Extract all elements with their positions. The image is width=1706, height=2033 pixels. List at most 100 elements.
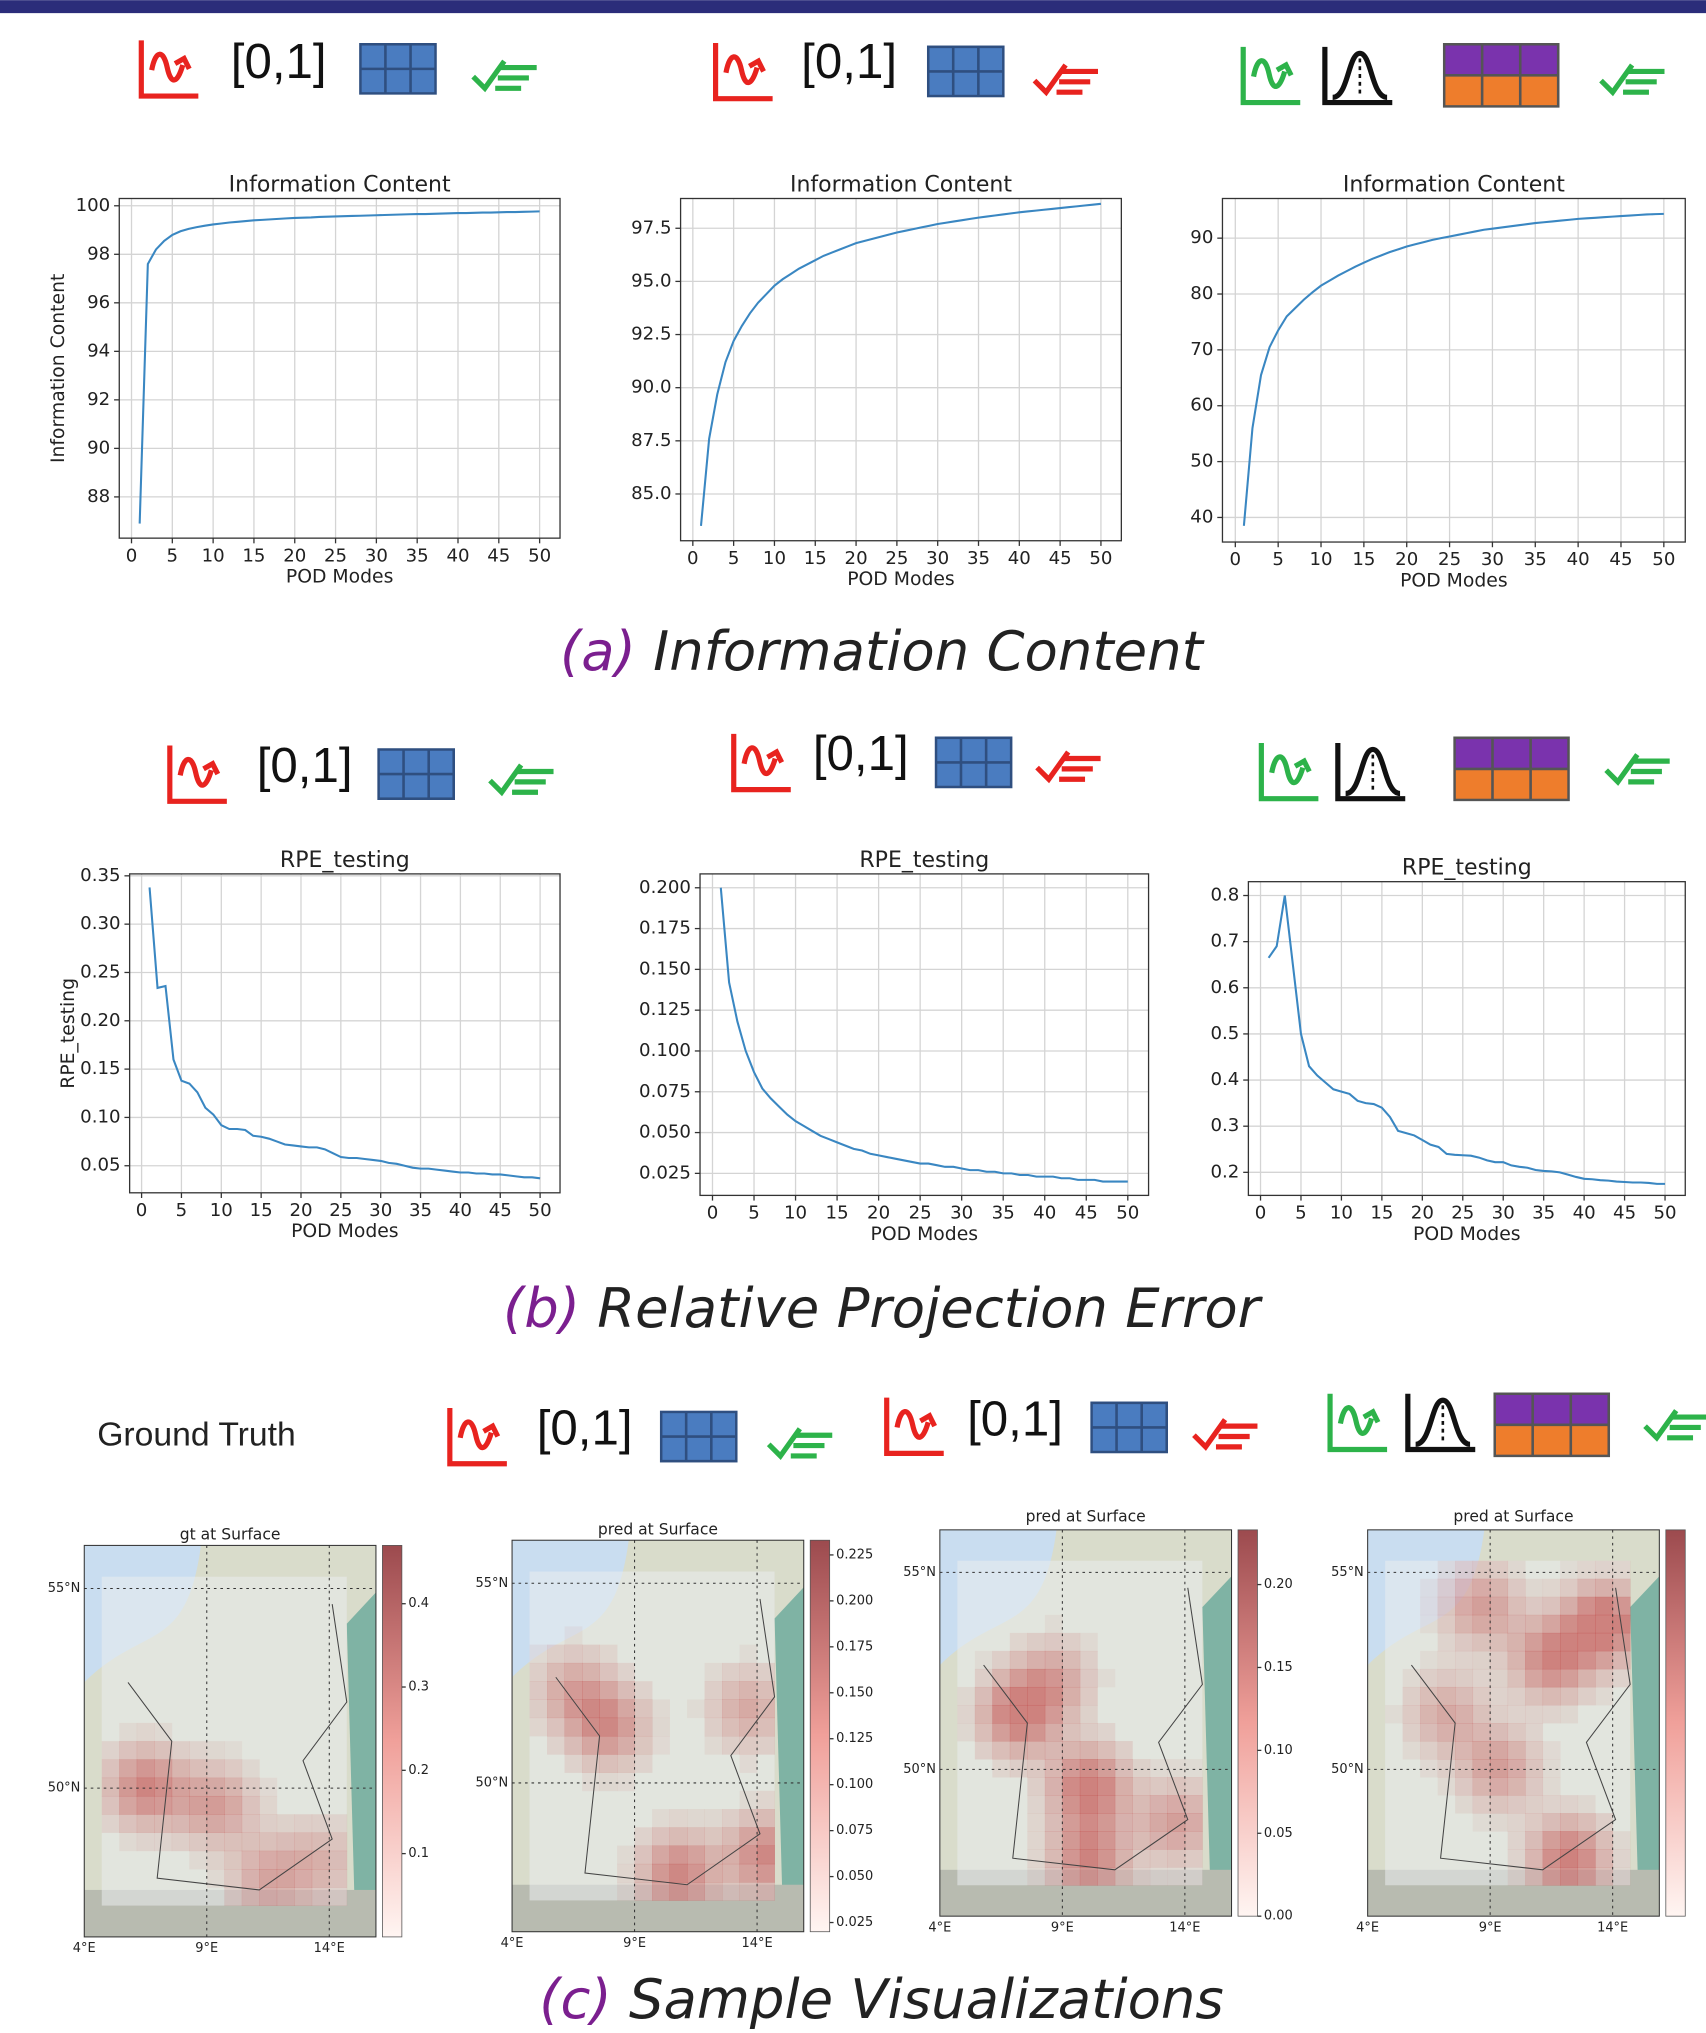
map-cell — [242, 1851, 260, 1870]
y-tick-label: 0.20 — [80, 1010, 120, 1031]
map-cell — [635, 1827, 653, 1846]
y-tick-label: 92 — [87, 389, 110, 410]
caption-text: Relative Projection Error — [597, 1276, 1263, 1340]
y-tick-label: 87.5 — [631, 430, 671, 451]
y-tick-label: 92.5 — [631, 324, 671, 345]
x-tick-label: 5 — [1295, 1203, 1307, 1224]
x-tick-label: 50 — [529, 1200, 552, 1221]
map-cell — [1455, 1759, 1473, 1777]
map-cell — [1508, 1597, 1526, 1615]
range-label: [0,1] — [967, 1391, 1063, 1446]
map-cell — [740, 1882, 758, 1901]
map-cell — [242, 1778, 260, 1797]
map-cell — [1613, 1597, 1631, 1615]
map-cell — [1132, 1795, 1150, 1813]
map-cell — [137, 1723, 155, 1742]
icon — [769, 1429, 833, 1456]
colorbar-tick-label: 0.200 — [836, 1593, 873, 1608]
colorbar — [810, 1540, 829, 1931]
map-cell — [582, 1773, 600, 1792]
icon — [1194, 1420, 1258, 1447]
map-cell — [1560, 1561, 1578, 1579]
map-cell — [1508, 1561, 1526, 1579]
map-cell — [1420, 1759, 1438, 1777]
x-tick-label: 35 — [1524, 549, 1547, 570]
x-tick-label: 10 — [202, 545, 225, 566]
map-cell — [1543, 1687, 1561, 1705]
map-cell — [1473, 1561, 1491, 1579]
y-tick-label: 0.025 — [639, 1162, 691, 1183]
map-cell — [1613, 1867, 1631, 1885]
x-tick-label: 50 — [1653, 1203, 1676, 1224]
map-cell — [1578, 1669, 1596, 1687]
map-cell — [635, 1846, 653, 1865]
map-cell — [1508, 1831, 1526, 1849]
map-cell — [565, 1645, 583, 1664]
map-cell — [722, 1718, 740, 1737]
map-cell — [224, 1741, 242, 1760]
map-cell — [1167, 1831, 1185, 1849]
map-cell — [1027, 1633, 1045, 1651]
map-cell — [294, 1869, 312, 1888]
map-cell — [670, 1864, 688, 1883]
x-axis-label: POD Modes — [1413, 1224, 1521, 1245]
map-cell — [1543, 1759, 1561, 1777]
map-cell — [722, 1882, 740, 1901]
data-line — [1244, 214, 1664, 526]
map-cell — [975, 1741, 993, 1759]
map-cell — [1525, 1669, 1543, 1687]
map-cell — [547, 1645, 565, 1664]
caption-text: Information Content — [653, 619, 1206, 683]
map-cell — [1420, 1669, 1438, 1687]
map-cell — [1080, 1813, 1098, 1831]
map-cell — [1508, 1723, 1526, 1741]
icon — [1325, 47, 1392, 103]
range-label: [0,1] — [801, 34, 897, 89]
map-title: pred at Surface — [1026, 1507, 1146, 1525]
map-cell — [1455, 1669, 1473, 1687]
map-cell — [1578, 1633, 1596, 1651]
map-cell — [154, 1778, 172, 1797]
icon — [1243, 47, 1300, 103]
icon — [928, 47, 1003, 96]
map-cell — [1167, 1777, 1185, 1795]
map-cell — [1490, 1777, 1508, 1795]
map-cell — [600, 1718, 618, 1737]
map-cell — [1027, 1813, 1045, 1831]
map-cell — [1150, 1795, 1168, 1813]
caption: (a) Information Content — [560, 619, 1206, 683]
map-cell — [1010, 1759, 1028, 1777]
map-cell — [329, 1887, 347, 1906]
map-cell — [312, 1833, 330, 1852]
x-tick-label: 15 — [250, 1200, 273, 1221]
map-cell — [1185, 1867, 1203, 1885]
map-cell — [1185, 1849, 1203, 1867]
ground-truth-label: Ground Truth — [97, 1415, 296, 1453]
map-cell — [207, 1814, 225, 1833]
chart-title: Information Content — [229, 173, 451, 198]
map-cell — [1525, 1633, 1543, 1651]
y-tick-label: 0.30 — [80, 913, 120, 934]
map-cell — [172, 1778, 190, 1797]
range-label: [0,1] — [813, 726, 909, 781]
map-cell — [1508, 1867, 1526, 1885]
map-cell — [1080, 1687, 1098, 1705]
map-cell — [1543, 1705, 1561, 1723]
y-tick-label: 94 — [87, 340, 110, 361]
icon — [1455, 738, 1569, 800]
x-tick-label: 35 — [406, 545, 429, 566]
map-cell — [1185, 1795, 1203, 1813]
map-cell — [1062, 1705, 1080, 1723]
map-cell — [259, 1778, 277, 1797]
map-cell — [1473, 1633, 1491, 1651]
map-cell — [1115, 1831, 1133, 1849]
data-line — [1269, 896, 1665, 1184]
range-label: [0,1] — [537, 1400, 633, 1455]
map-cell — [705, 1736, 723, 1755]
map-cell — [259, 1814, 277, 1833]
map-cell — [259, 1869, 277, 1888]
map-cell — [1560, 1813, 1578, 1831]
colorbar-tick-label: 0.100 — [836, 1777, 873, 1792]
map-cell — [722, 1809, 740, 1828]
map-cell — [172, 1796, 190, 1815]
